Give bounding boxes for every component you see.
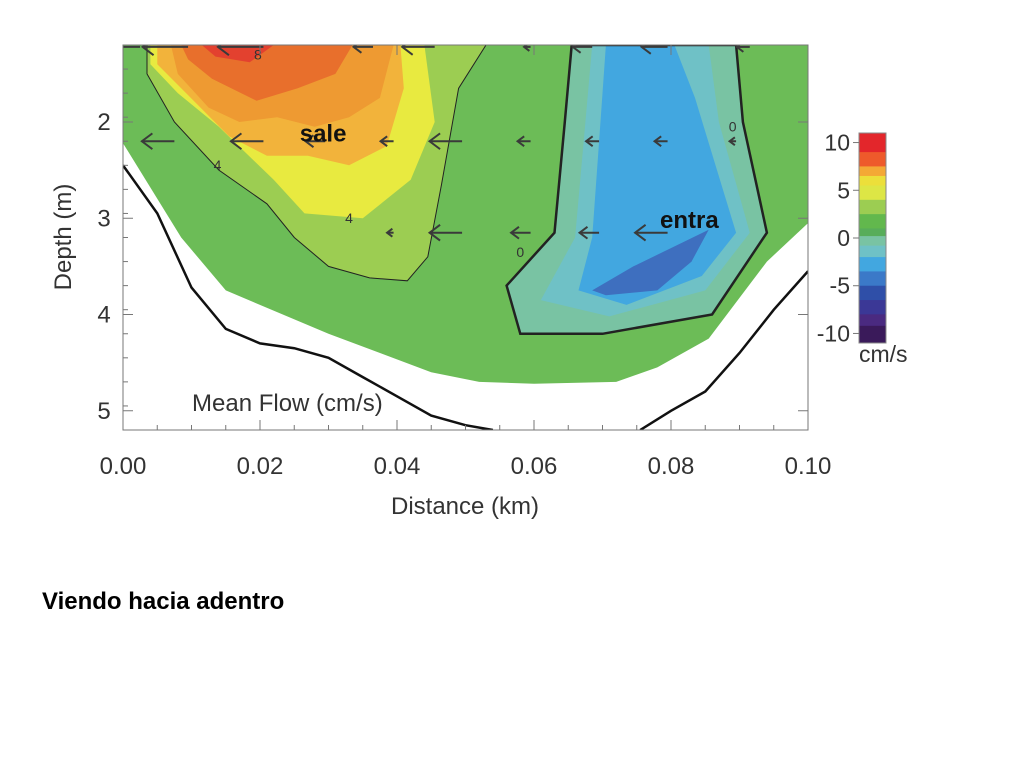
colorbar-band-7 xyxy=(859,228,886,237)
flow-vector-layer xyxy=(123,45,750,242)
flow-vector-6 xyxy=(571,45,593,54)
flow-vector-2 xyxy=(216,45,264,56)
value-region-5 xyxy=(181,45,353,101)
x-tick-label-4: 0.08 xyxy=(648,453,695,480)
colorbar-band-4 xyxy=(859,185,886,201)
flow-vector-12 xyxy=(378,135,394,147)
bottom-profile-left xyxy=(123,164,494,430)
value-region-10 xyxy=(592,229,709,296)
y-axis-label: Depth (m) xyxy=(50,184,77,291)
y-tick-label-2: 4 xyxy=(97,302,110,329)
chart-title: Mean Flow (cm/s) xyxy=(192,390,383,417)
colorbar-band-11 xyxy=(859,271,886,287)
flow-vector-10 xyxy=(229,132,264,150)
flow-vector-15 xyxy=(584,135,600,147)
flow-vector-9 xyxy=(140,132,175,150)
flow-vector-1 xyxy=(140,45,189,56)
y-tick-label-3: 5 xyxy=(97,398,110,425)
y-axis: 2 3 4 5 xyxy=(97,44,808,431)
flow-vector-21 xyxy=(577,225,600,240)
x-axis-label: Distance (km) xyxy=(391,493,539,520)
colorbar-band-1 xyxy=(859,152,886,167)
x-tick-label-2: 0.04 xyxy=(374,453,421,480)
colorbar-band-10 xyxy=(859,257,886,272)
flow-vector-8 xyxy=(735,45,750,53)
flow-vector-20 xyxy=(509,225,531,240)
contour-label-2: 4 xyxy=(345,210,353,226)
flow-vector-5 xyxy=(522,45,531,52)
chart-annotations: sale entra xyxy=(300,120,720,234)
x-tick-label-1: 0.02 xyxy=(237,453,284,480)
colorbar-band-3 xyxy=(859,175,886,186)
colorbar-tick-label-3: -5 xyxy=(830,273,850,299)
x-axis: 0.00 0.02 0.04 0.06 0.08 0.10 xyxy=(100,45,832,480)
flow-vector-22 xyxy=(633,224,668,242)
annotation-entra: entra xyxy=(660,207,719,234)
colorbar-band-8 xyxy=(859,236,886,247)
colorbar-tick-label-0: 10 xyxy=(824,130,850,156)
contour-line-layer: 8 4 4 0 0 xyxy=(146,45,769,336)
colorbar-band-0 xyxy=(859,133,886,153)
contour-label-3: 0 xyxy=(516,244,524,260)
contour-label-1: 4 xyxy=(214,157,222,173)
flow-vector-11 xyxy=(303,134,326,148)
colorbar-band-12 xyxy=(859,285,886,301)
bottom-profile-layer xyxy=(123,164,808,430)
flow-vector-7 xyxy=(639,45,668,55)
contour-label-0: 8 xyxy=(254,46,262,62)
flow-vector-13 xyxy=(427,132,463,150)
flow-vector-18 xyxy=(385,227,394,238)
annotation-sale: sale xyxy=(300,120,347,147)
colorbar-band-14 xyxy=(859,314,886,327)
flow-vector-14 xyxy=(515,135,531,147)
x-tick-label-0: 0.00 xyxy=(100,453,147,480)
colorbar: 10 5 0 -5 -10 xyxy=(817,130,887,346)
y-tick-label-1: 3 xyxy=(97,205,110,232)
flow-vector-0 xyxy=(123,45,141,48)
colorbar-band-9 xyxy=(859,245,886,258)
colorbar-band-6 xyxy=(859,214,886,229)
x-tick-label-3: 0.06 xyxy=(511,453,558,480)
contour-label-4: 0 xyxy=(729,119,737,135)
colorbar-unit-label: cm/s xyxy=(859,341,908,367)
colorbar-band-2 xyxy=(859,166,886,177)
flow-vector-17 xyxy=(727,136,737,147)
colorbar-band-5 xyxy=(859,199,886,215)
flow-vector-4 xyxy=(400,45,435,56)
flow-vector-3 xyxy=(351,45,374,54)
x-tick-label-5: 0.10 xyxy=(785,453,832,480)
contour-fill-layer xyxy=(123,45,808,384)
colorbar-tick-label-4: -10 xyxy=(817,320,850,346)
contour-line-1 xyxy=(146,45,487,282)
colorbar-band-15 xyxy=(859,325,886,344)
bottom-profile-right xyxy=(639,270,808,430)
colorbar-tick-label-1: 5 xyxy=(837,177,850,203)
slide-caption: Viendo hacia adentro xyxy=(42,588,285,615)
colorbar-band-13 xyxy=(859,300,886,315)
flow-vector-19 xyxy=(427,224,463,242)
contour-line-7 xyxy=(505,45,769,336)
colorbar-tick-label-2: 0 xyxy=(837,225,850,251)
flow-vector-16 xyxy=(652,135,668,147)
y-tick-label-0: 2 xyxy=(97,109,110,136)
